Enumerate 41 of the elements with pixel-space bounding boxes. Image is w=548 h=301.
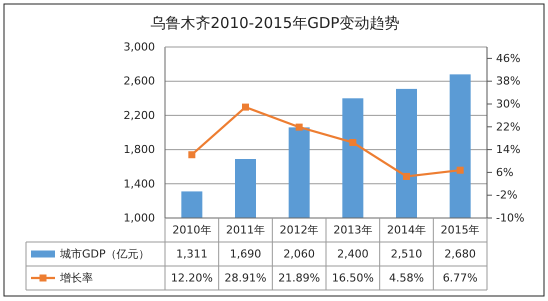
legend-label: 城市GDP（亿元） [59, 248, 150, 260]
data-label: 21.89% [278, 272, 320, 284]
y2-tick-label: 30% [496, 98, 520, 110]
data-label: 1,311 [176, 248, 208, 260]
point [188, 151, 196, 158]
y-tick-label: 1,800 [124, 143, 155, 156]
data-label: 12.20% [170, 272, 213, 284]
data-label: 1,690 [230, 248, 262, 260]
point [296, 124, 303, 131]
y2-tick-label: 14% [496, 143, 520, 156]
data-label: 6.77% [442, 272, 478, 284]
data-label: 16.50% [332, 272, 374, 284]
chart-title: 乌鲁木齐2010-2015年GDP变动趋势 [150, 14, 400, 32]
x-tick-label: 2012年 [280, 224, 319, 236]
data-label: 28.91% [224, 272, 266, 284]
data-label: 4.58% [389, 272, 424, 284]
data-label: 2,400 [337, 248, 369, 260]
y-tick-label: 2,200 [124, 108, 155, 122]
y-tick-label: 3,000 [124, 40, 155, 54]
y2-tick-label: -2% [496, 188, 518, 202]
x-tick-label: 2015年 [440, 224, 480, 236]
point [403, 172, 410, 180]
data-label: 2,510 [390, 248, 422, 260]
x-tick-label: 2010年 [172, 224, 212, 236]
point [242, 104, 249, 111]
y2-tick-label: -10% [496, 212, 524, 224]
x-tick-label: 2011年 [226, 224, 265, 236]
legend-label: 增长率 [59, 272, 93, 284]
y2-tick-label: 22% [496, 120, 520, 134]
x-tick-label: 2014年 [387, 224, 426, 236]
x-tick-label: 2013年 [333, 224, 372, 236]
point [349, 138, 356, 146]
point [456, 166, 464, 174]
data-label: 2,060 [283, 248, 315, 260]
y2-tick-label: 38% [496, 74, 520, 88]
y2-tick-label: 46% [496, 52, 520, 65]
y-tick-label: 2,600 [124, 74, 155, 88]
y-tick-label: 1,400 [124, 177, 155, 190]
y2-tick-label: 6% [496, 166, 514, 179]
y-tick-label: 1,000 [124, 212, 155, 224]
data-label: 2,680 [444, 248, 476, 260]
